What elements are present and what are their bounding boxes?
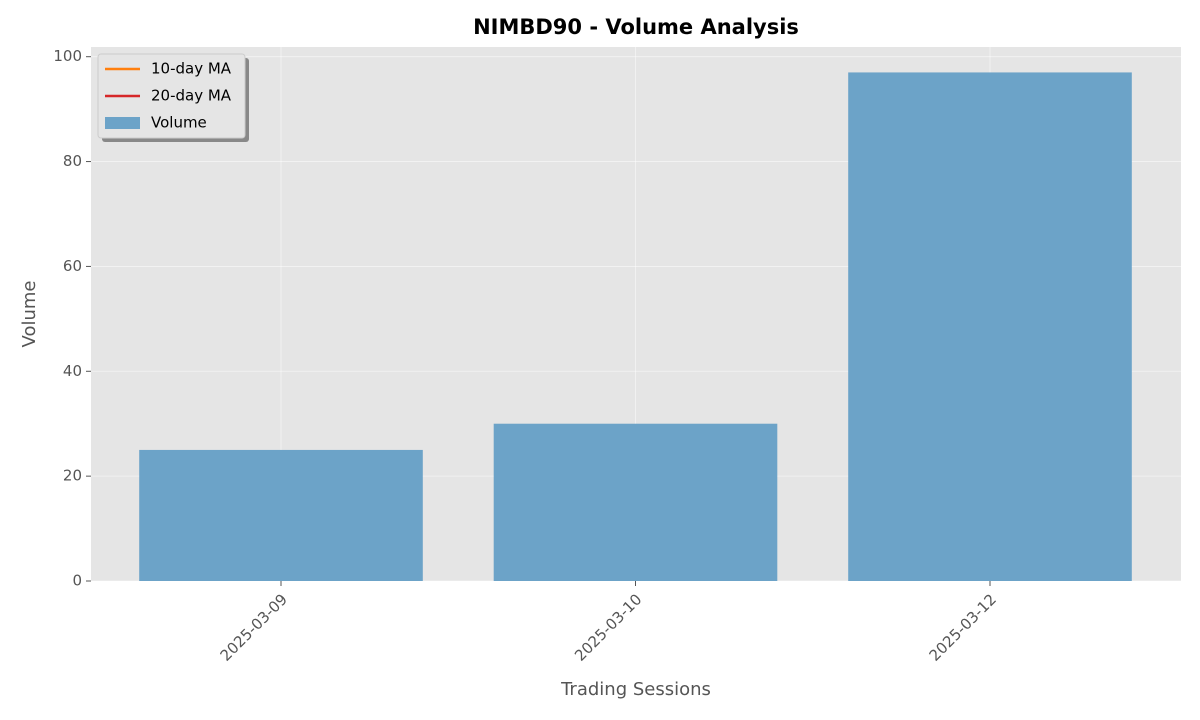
bar (139, 449, 423, 581)
bar (493, 423, 778, 581)
y-tick-label: 80 (63, 152, 82, 170)
legend-label: 20-day MA (151, 87, 232, 105)
x-tick-label: 2025-03-12 (926, 590, 1000, 664)
y-tick-label: 0 (72, 572, 82, 590)
x-tick-label: 2025-03-09 (217, 590, 291, 664)
legend-label: 10-day MA (151, 60, 232, 78)
legend-label: Volume (151, 114, 207, 132)
y-tick-label: 60 (63, 257, 82, 275)
bar (848, 72, 1132, 581)
legend-patch (105, 117, 140, 129)
x-tick-label: 2025-03-10 (571, 590, 645, 664)
y-axis-label: Volume (19, 281, 40, 348)
y-tick-label: 20 (63, 467, 82, 485)
y-tick-label: 40 (63, 362, 82, 380)
legend: 10-day MA 20-day MA Volume (97, 53, 249, 142)
y-tick-label: 100 (53, 47, 82, 65)
chart-title: NIMBD90 - Volume Analysis (473, 15, 799, 39)
x-axis-label: Trading Sessions (560, 679, 711, 700)
